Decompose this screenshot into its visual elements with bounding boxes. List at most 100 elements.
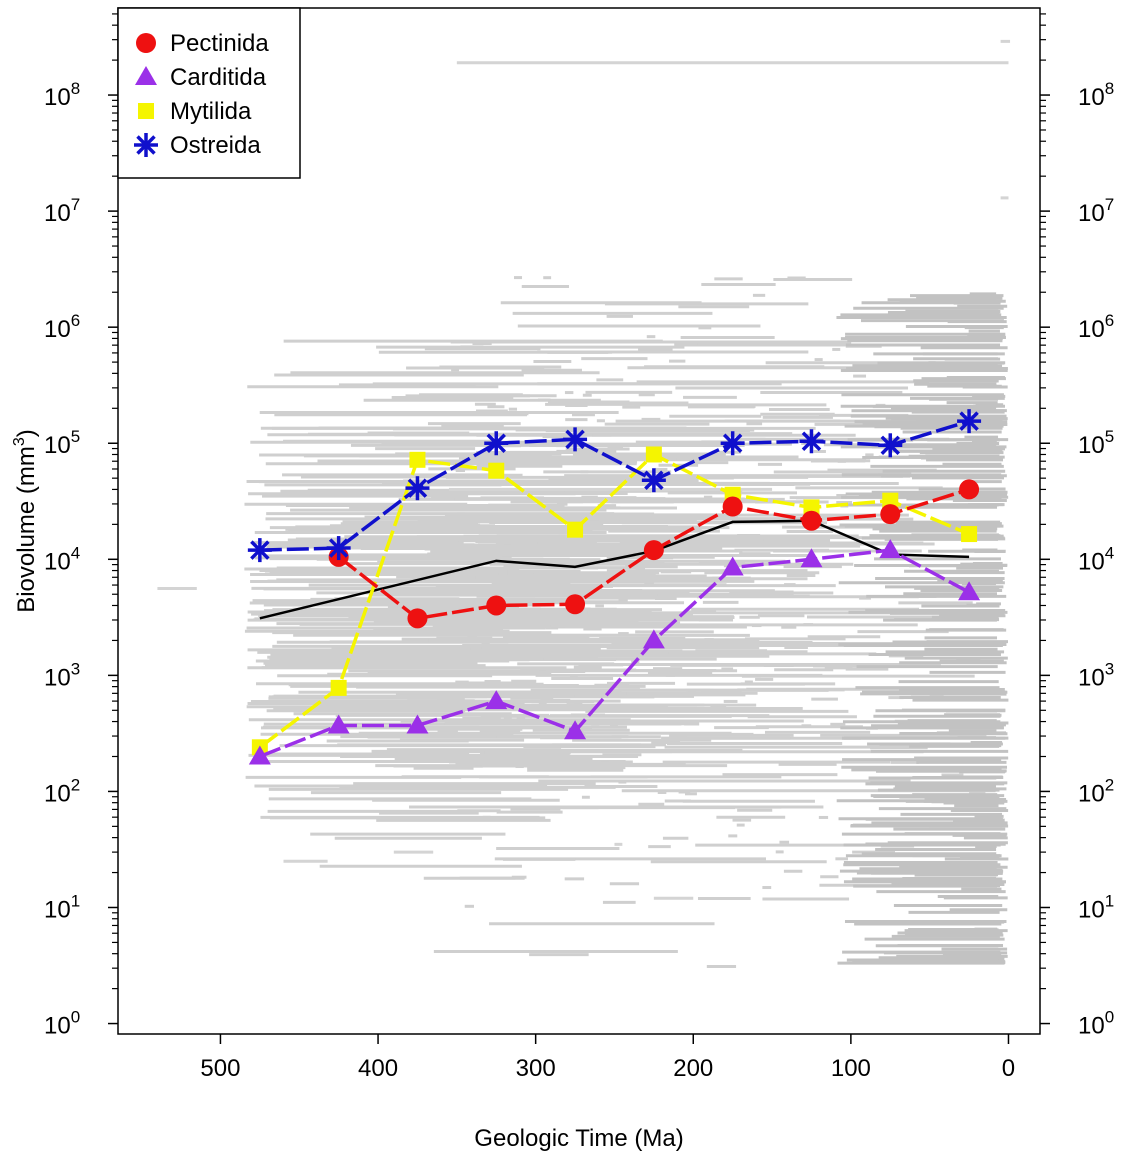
- x-tick-label: 100: [831, 1055, 871, 1082]
- taxon-range-background: [157, 39, 1011, 968]
- y-tick-label: 106: [44, 311, 80, 343]
- y-tick-label: 100: [44, 1008, 80, 1040]
- y-tick-exponent: 5: [1105, 427, 1114, 446]
- y-tick-label: 102: [1078, 775, 1114, 807]
- y-tick-base: 10: [1078, 316, 1105, 343]
- data-point: [326, 536, 351, 561]
- y-tick-base: 10: [44, 84, 71, 111]
- y-axis-title-close: ): [13, 429, 40, 437]
- data-point: [405, 476, 430, 501]
- y-tick-label: 104: [44, 543, 80, 575]
- data-point: [958, 581, 981, 601]
- legend-label: Carditida: [170, 64, 267, 91]
- data-point: [879, 539, 902, 559]
- y-tick-label: 103: [1078, 659, 1114, 691]
- y-tick-label: 107: [1078, 195, 1114, 227]
- data-point: [642, 629, 665, 649]
- series-pectinida: [328, 479, 980, 629]
- series-line: [259, 419, 970, 552]
- data-point: [880, 504, 901, 525]
- asterisk-stroke: [644, 470, 664, 490]
- x-axis-title: Geologic Time (Ma): [474, 1125, 683, 1152]
- x-tick-label: 0: [1002, 1055, 1015, 1082]
- data-point: [407, 608, 428, 629]
- series-layer: [247, 409, 982, 765]
- series-line: [258, 452, 970, 749]
- y-tick-label: 100: [1078, 1008, 1114, 1040]
- data-point: [722, 496, 743, 517]
- x-tick-label: 300: [516, 1055, 556, 1082]
- data-point: [878, 433, 903, 458]
- y-tick-exponent: 0: [71, 1008, 80, 1027]
- legend-label: Pectinida: [170, 30, 269, 57]
- y-tick-exponent: 8: [1105, 79, 1114, 98]
- data-point: [565, 594, 586, 615]
- plot-frame: [117, 7, 1041, 1035]
- data-point: [563, 427, 588, 452]
- asterisk-stroke: [250, 540, 270, 560]
- series-mytilida: [251, 446, 978, 756]
- data-point: [641, 468, 666, 493]
- x-tick-label: 500: [200, 1055, 240, 1082]
- y-tick-label: 105: [1078, 427, 1114, 459]
- y-tick-base: 10: [44, 664, 71, 691]
- asterisk-stroke: [486, 433, 506, 453]
- y-tick-base: 10: [1078, 896, 1105, 923]
- y-axis-title-superscript: 3: [11, 437, 28, 446]
- data-point: [484, 431, 509, 456]
- data-point: [645, 446, 662, 463]
- y-tick-exponent: 7: [1105, 195, 1114, 214]
- y-tick-label: 101: [1078, 891, 1114, 923]
- data-point: [957, 409, 982, 434]
- data-point: [567, 521, 584, 538]
- legend-marker: [134, 133, 158, 157]
- series-line: [259, 519, 970, 620]
- y-tick-base: 10: [44, 316, 71, 343]
- y-tick-exponent: 4: [71, 543, 80, 562]
- data-point: [248, 745, 271, 765]
- x-axis: 500 400 300 200 100 0: [200, 1034, 1015, 1082]
- y-tick-base: 10: [1078, 664, 1105, 691]
- y-tick-exponent: 6: [71, 311, 80, 330]
- y-tick-exponent: 2: [1105, 775, 1114, 794]
- y-tick-base: 10: [1078, 780, 1105, 807]
- x-tick-label: 200: [673, 1055, 713, 1082]
- data-point: [485, 690, 508, 710]
- y-tick-exponent: 6: [1105, 311, 1114, 330]
- legend-label: Mytilida: [170, 98, 252, 125]
- asterisk-stroke: [136, 135, 156, 155]
- y-tick-base: 10: [1078, 200, 1105, 227]
- y-tick-label: 107: [44, 195, 80, 227]
- y-tick-exponent: 1: [71, 891, 80, 910]
- asterisk-stroke: [801, 431, 822, 451]
- y-tick-exponent: 3: [71, 659, 80, 678]
- asterisk-stroke: [407, 478, 428, 498]
- y-tick-base: 10: [1078, 84, 1105, 111]
- asterisk-stroke: [880, 435, 900, 456]
- y-tick-label: 106: [1078, 311, 1114, 343]
- y-axis-title-main: Biovolume (mm: [13, 446, 40, 613]
- legend-marker: [138, 103, 154, 119]
- y-tick-base: 10: [44, 548, 71, 575]
- data-point: [799, 429, 824, 454]
- y-tick-exponent: 3: [1105, 659, 1114, 678]
- legend-marker: [136, 33, 156, 53]
- series-ostreida: [247, 409, 982, 563]
- data-point: [721, 556, 744, 576]
- y-axis-title: Biovolume (mm3): [11, 429, 40, 613]
- data-point: [486, 595, 507, 616]
- y-tick-label: 103: [44, 659, 80, 691]
- asterisk-stroke: [565, 429, 585, 450]
- y-tick-label: 102: [44, 775, 80, 807]
- data-point: [643, 540, 664, 561]
- y-tick-label: 104: [1078, 543, 1114, 575]
- data-point: [720, 431, 745, 456]
- y-tick-base: 10: [1078, 548, 1105, 575]
- data-point: [801, 510, 822, 531]
- y-tick-label: 105: [44, 427, 80, 459]
- series-line: [259, 548, 970, 759]
- y-tick-base: 10: [44, 200, 71, 227]
- y-tick-label: 108: [1078, 79, 1114, 111]
